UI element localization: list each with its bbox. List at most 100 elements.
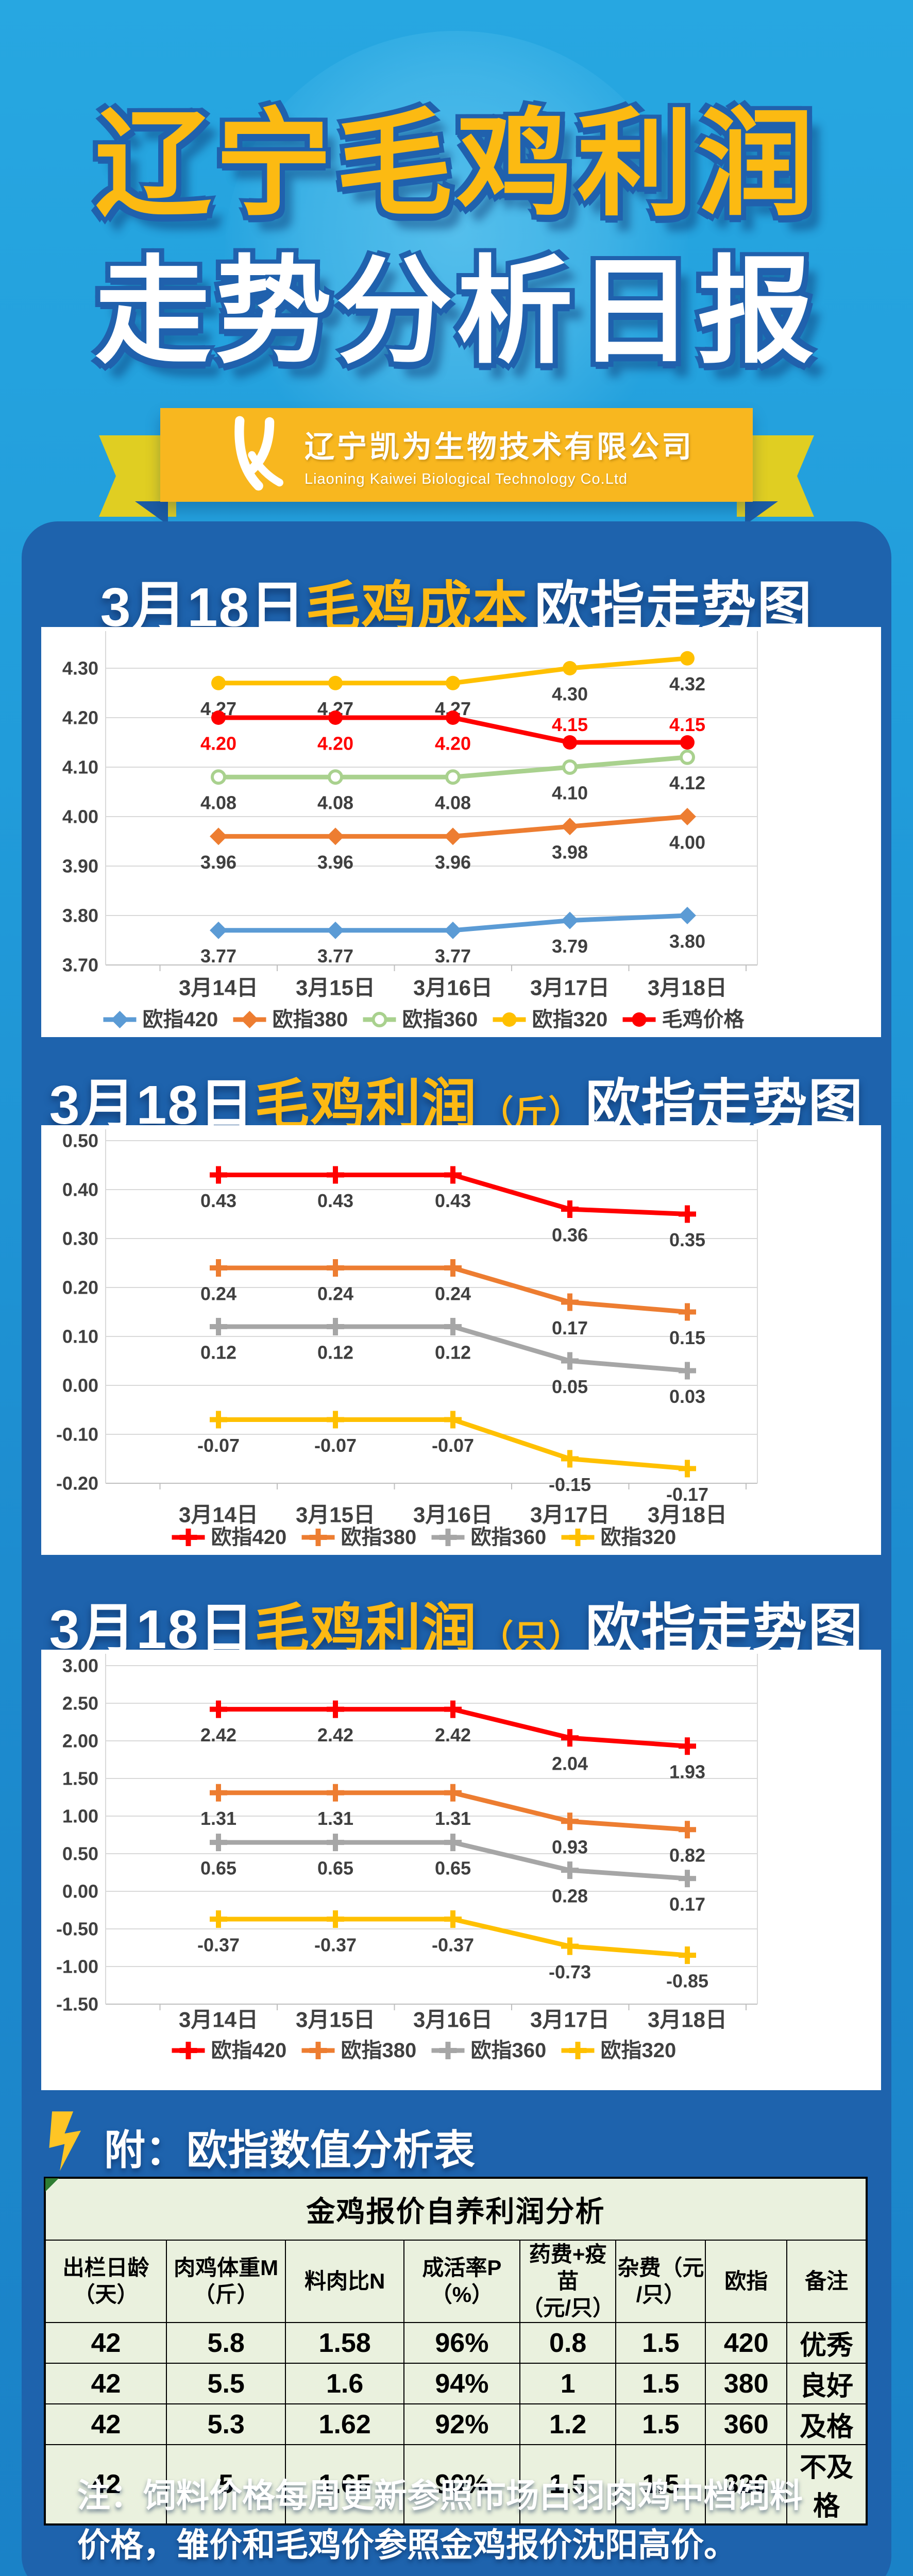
- data-label: 3.77: [317, 945, 353, 967]
- legend-label: 毛鸡价格: [662, 1008, 745, 1031]
- attachment-heading: 附：欧指数值分析表: [45, 2110, 475, 2183]
- y-tick-label: 4.30: [62, 658, 98, 679]
- data-label: 0.36: [552, 1224, 588, 1245]
- profit-per-jin-chart: 0.50 0.40 0.30 0.20 0.10 0.00 -0.10 -0.20 0.43 0.…: [41, 1125, 881, 1555]
- data-label: 0.12: [317, 1342, 353, 1363]
- data-label: 4.30: [552, 683, 588, 704]
- legend-item: 欧指360: [431, 2039, 546, 2062]
- series-欧指380: 1.31 1.31 1.31 0.93 0.82: [200, 1784, 705, 1866]
- table-cell: 42: [44, 2322, 167, 2364]
- data-label: 2.42: [435, 1724, 471, 1745]
- legend-item: 欧指360: [431, 1526, 546, 1549]
- x-tick-label: 3月16日: [413, 1503, 493, 1527]
- table-cell: 0.8: [519, 2322, 617, 2364]
- column-header: 出栏日龄 （天）: [44, 2240, 167, 2323]
- yellow-arrow-icon: [45, 2110, 89, 2183]
- x-tick-label: 3月14日: [179, 2008, 258, 2032]
- data-label: 1.31: [200, 1808, 236, 1829]
- line-chart-3: 3.00 2.50 2.00 1.50 1.00 0.50 0.00 -0.50 -1.00 -1…: [56, 1654, 758, 2062]
- legend-label: 欧指360: [402, 1008, 478, 1031]
- table-cell: 1: [519, 2363, 617, 2404]
- data-label: -0.85: [666, 1971, 708, 1992]
- series-欧指420: 2.42 2.42 2.42 2.04 1.93: [200, 1700, 705, 1783]
- y-tick-label: -1.50: [56, 1994, 98, 2015]
- table-cell: 320: [705, 2444, 788, 2525]
- series-欧指420: 0.43 0.43 0.43 0.36 0.35: [200, 1166, 705, 1250]
- data-label: 2.42: [200, 1724, 236, 1745]
- table-cell: 5.3: [166, 2403, 286, 2445]
- y-tick-label: -1.00: [56, 1956, 98, 1977]
- column-header: 备注: [786, 2240, 867, 2323]
- x-tick-label: 3月16日: [413, 976, 493, 1000]
- data-label: 3.96: [200, 852, 236, 873]
- data-label: -0.17: [666, 1484, 708, 1505]
- table-cell: 1.6: [285, 2363, 404, 2404]
- series-欧指380: 0.24 0.24 0.24 0.17 0.15: [200, 1259, 705, 1348]
- column-header: 药费+疫苗 （元/只）: [519, 2240, 617, 2323]
- data-label: 0.65: [317, 1858, 353, 1879]
- table-cell: 1.65: [285, 2444, 404, 2525]
- y-tick-label: 0.40: [62, 1179, 98, 1200]
- legend-label: 欧指320: [601, 1526, 677, 1549]
- data-label: -0.07: [197, 1435, 240, 1456]
- hero-title-line2: 走势分析日报: [94, 246, 818, 377]
- data-label: 0.43: [317, 1190, 353, 1211]
- data-label: -0.37: [314, 1934, 357, 1955]
- data-label: 4.00: [669, 832, 705, 853]
- data-label: 3.80: [669, 930, 705, 952]
- legend-item: 欧指360: [363, 1008, 478, 1031]
- data-label: 0.17: [552, 1317, 588, 1338]
- data-label: -0.07: [314, 1435, 357, 1456]
- data-label: 3.77: [435, 945, 471, 967]
- x-tick-label: 3月16日: [413, 2008, 493, 2032]
- y-tick-label: 0.00: [62, 1881, 98, 1902]
- legend-item: 欧指380: [301, 1526, 417, 1549]
- chart2-title-unit: （斤）: [480, 1094, 583, 1131]
- data-label: 0.24: [317, 1283, 353, 1304]
- x-tick-label: 3月17日: [530, 976, 610, 1000]
- data-label: -0.37: [197, 1934, 240, 1955]
- legend-item: 欧指320: [493, 1008, 608, 1031]
- table-cell: 420: [705, 2322, 788, 2364]
- table-cell: 1.2: [519, 2403, 617, 2445]
- column-header: 肉鸡体重M （斤）: [166, 2240, 286, 2323]
- y-tick-label: 0.50: [62, 1130, 98, 1151]
- column-header: 成活率P （%）: [403, 2240, 520, 2323]
- series-欧指420: 3.77 3.77 3.77 3.79 3.80: [200, 907, 705, 967]
- table-cell: 5.8: [166, 2322, 286, 2364]
- chart3-title-unit: （只）: [480, 1618, 583, 1655]
- table-cell: 1.5: [615, 2403, 706, 2445]
- y-tick-label: 1.00: [62, 1806, 98, 1827]
- y-tick-label: -0.50: [56, 1919, 98, 1940]
- data-label: 0.15: [669, 1327, 705, 1348]
- hero-title-line1: 辽宁毛鸡利润: [94, 99, 818, 229]
- legend-label: 欧指380: [341, 1526, 417, 1549]
- table-cell: 良好: [786, 2363, 867, 2404]
- legend-label: 欧指380: [273, 1008, 348, 1031]
- data-label: 2.42: [317, 1724, 353, 1745]
- x-tick-label: 3月18日: [648, 1503, 727, 1527]
- y-tick-label: -0.20: [56, 1473, 98, 1494]
- legend-label: 欧指320: [601, 2039, 677, 2062]
- table-cell: 1.58: [285, 2322, 404, 2364]
- y-tick-label: 0.10: [62, 1326, 98, 1347]
- series-毛鸡价格: 4.20 4.20 4.20 4.15 4.15: [200, 710, 705, 754]
- data-label: 0.03: [669, 1386, 705, 1407]
- data-label: 3.79: [552, 936, 588, 957]
- company-ribbon: 辽宁凯为生物技术有限公司 Liaoning Kaiwei Biological …: [160, 408, 753, 502]
- x-tick-label: 3月18日: [648, 976, 727, 1000]
- legend-label: 欧指420: [211, 2039, 287, 2062]
- legend-label: 欧指320: [532, 1008, 608, 1031]
- table-row: 42 5 1.65 90% 1.5 1.5 320 不及格: [44, 2444, 867, 2525]
- data-label: -0.15: [549, 1474, 591, 1495]
- legend-item: 毛鸡价格: [622, 1008, 745, 1031]
- y-tick-label: 3.70: [62, 955, 98, 976]
- table-cell: 90%: [403, 2444, 520, 2525]
- table-cell: 96%: [403, 2322, 520, 2364]
- table-cell: 1.5: [615, 2444, 706, 2525]
- x-tick-label: 3月15日: [296, 1503, 375, 1527]
- x-tick-label: 3月14日: [179, 976, 258, 1000]
- line-chart-2: 0.500.400.300.200.100.00-0.10-0.200.43 0.…: [56, 1129, 758, 1549]
- data-label: 4.08: [317, 792, 353, 814]
- table-cell: 1.5: [615, 2322, 706, 2364]
